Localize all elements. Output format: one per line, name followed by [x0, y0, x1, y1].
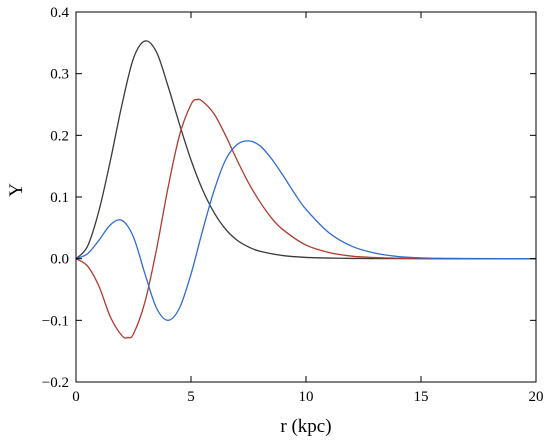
plot-frame: [75, 11, 537, 383]
series-line-1: [75, 40, 536, 260]
y-tick-label: 0.3: [50, 67, 69, 83]
x-tick-label: 0: [72, 389, 80, 405]
series-line-2: [75, 98, 537, 339]
y-tick-label: 0.1: [50, 190, 69, 206]
x-tick-label: 15: [414, 389, 429, 405]
y-tick-label: 0.0: [50, 252, 69, 268]
series-line-3: [75, 140, 537, 321]
series-layer: [75, 40, 537, 339]
x-tick-label: 5: [187, 389, 195, 405]
y-tick-label: −0.2: [42, 375, 69, 391]
x-tick-label: 10: [299, 389, 314, 405]
y-tick-label: 0.2: [50, 128, 69, 144]
y-tick-label: −0.1: [42, 313, 69, 329]
x-tick-label: 20: [529, 389, 544, 405]
y-tick-label: 0.4: [50, 5, 69, 21]
x-axis-label: r (kpc): [280, 416, 331, 437]
tick-layer: 0 5 10 15 20 −0.2 −0.1 0.0 0.1 0.2 0.3 0.4: [42, 5, 544, 405]
y-axis-label: Y: [6, 183, 27, 197]
